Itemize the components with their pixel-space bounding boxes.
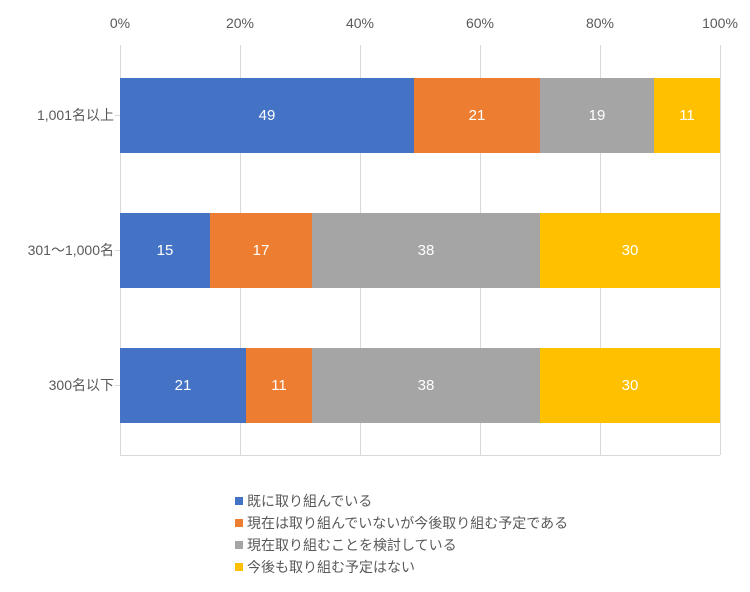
legend-label: 既に取り組んでいる (247, 491, 372, 511)
legend-label: 現在取り組むことを検討している (247, 535, 457, 555)
y-tick (115, 115, 120, 116)
bar-segment: 30 (540, 348, 720, 423)
y-tick (115, 250, 120, 251)
legend-item: 今後も取り組む予定はない (235, 556, 568, 578)
category-label: 300名以下 (49, 375, 114, 395)
grid-line (720, 45, 721, 455)
bar-segment: 15 (120, 213, 210, 288)
legend-swatch (235, 541, 243, 549)
legend-label: 現在は取り組んでいないが今後取り組む予定である (247, 513, 568, 533)
category-label: 301～1,000名 (28, 240, 114, 260)
bar-segment: 38 (312, 348, 540, 423)
legend-swatch (235, 519, 243, 527)
bar-segment: 21 (414, 78, 540, 153)
y-tick (115, 385, 120, 386)
x-axis-label: 20% (226, 15, 254, 31)
legend-swatch (235, 497, 243, 505)
bar-segment: 30 (540, 213, 720, 288)
legend-item: 既に取り組んでいる (235, 490, 568, 512)
bar-segment: 17 (210, 213, 312, 288)
bar-segment: 11 (654, 78, 720, 153)
x-axis-label: 60% (466, 15, 494, 31)
bar-segment: 38 (312, 213, 540, 288)
legend-item: 現在は取り組んでいないが今後取り組む予定である (235, 512, 568, 534)
x-axis-label: 80% (586, 15, 614, 31)
legend: 既に取り組んでいる現在は取り組んでいないが今後取り組む予定である現在取り組むこと… (235, 490, 568, 578)
stacked-bar-chart: 0%20%40%60%80%100%4921191115173830211138… (0, 0, 750, 592)
x-axis-label: 100% (702, 15, 738, 31)
bar-segment: 19 (540, 78, 654, 153)
bar-segment: 49 (120, 78, 414, 153)
bar-row: 15173830 (120, 213, 720, 288)
x-axis-label: 0% (110, 15, 130, 31)
bar-row: 49211911 (120, 78, 720, 153)
bar-segment: 11 (246, 348, 312, 423)
category-label: 1,001名以上 (37, 105, 114, 125)
legend-item: 現在取り組むことを検討している (235, 534, 568, 556)
x-axis-label: 40% (346, 15, 374, 31)
bar-segment: 21 (120, 348, 246, 423)
plot-area: 0%20%40%60%80%100%4921191115173830211138… (120, 45, 720, 456)
legend-swatch (235, 563, 243, 571)
legend-label: 今後も取り組む予定はない (247, 557, 415, 577)
bar-row: 21113830 (120, 348, 720, 423)
